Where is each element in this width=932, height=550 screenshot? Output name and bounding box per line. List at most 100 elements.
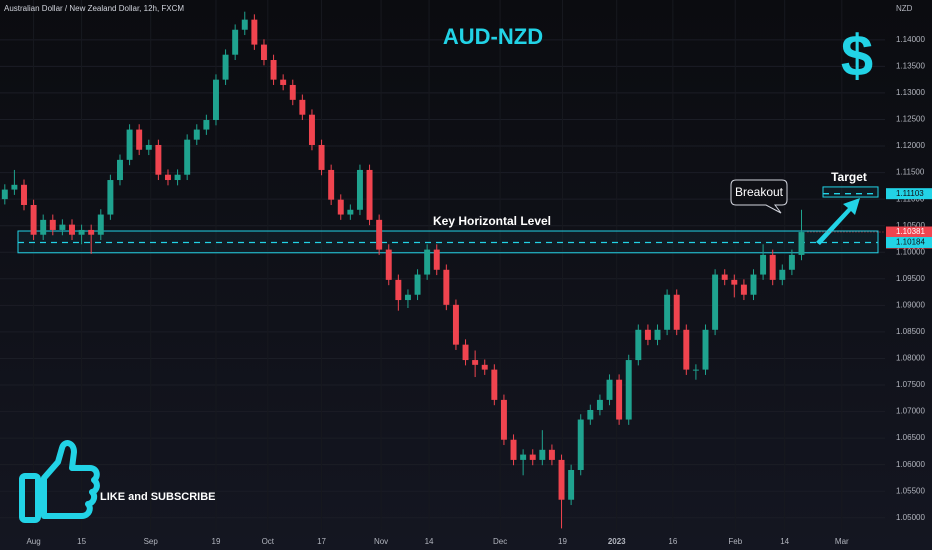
y-tick-label: 1.13000 [896,88,925,97]
x-tick-label: 19 [558,537,567,546]
axis-layer: 1.05000 1.05500 1.06000 1.06500 1.07000 1.075… [26,35,932,546]
candle-body [510,439,517,460]
candle-body [472,360,479,365]
y-tick-label: 1.05500 [896,486,925,495]
candle-body [155,144,162,175]
candle-body [462,344,469,361]
candle-body [376,219,383,250]
x-tick-label: 14 [425,537,434,546]
candle-body [481,364,488,370]
candle-body [356,169,363,210]
candle-body [606,379,613,400]
chart-title: AUD-NZD [443,24,543,49]
candle-body [500,399,507,440]
candle-body [21,184,27,205]
y-tick-label: 1.10500 [896,221,925,230]
candle-body [798,232,805,255]
y-tick-label: 1.13500 [896,61,925,70]
candle-body [395,279,402,301]
x-tick-label: Sep [144,537,159,546]
breakout-callout [730,179,788,214]
candle-body [203,120,210,130]
candle-body [232,29,239,55]
candle-body [760,254,767,275]
candle-body [385,249,392,280]
candle-body [78,229,85,235]
candle-body [280,79,287,85]
y-tick-label: 1.14000 [896,35,925,44]
candle-body [587,409,594,420]
candle-body [568,469,575,500]
candle-body [529,454,536,460]
y-tick-label: 1.07000 [896,407,925,416]
x-tick-label: 15 [77,537,86,546]
y-tick-label: 1.12500 [896,115,925,124]
candle-body [308,114,315,145]
candle-body [126,129,133,160]
candle-body [750,274,757,295]
candle-body [577,419,584,470]
candle-body [165,174,171,181]
thumb-hand [41,440,100,519]
candle-body [404,294,411,301]
candle-body [548,449,555,460]
grid-layer [0,39,885,519]
zone-layer: Key Horizontal Level Target Breakout [17,170,879,254]
candle-body [673,294,680,330]
candle-body [193,129,200,140]
candle-body [117,159,123,181]
candle-body [30,204,37,235]
x-tick-label: 16 [668,537,677,546]
target-zone [822,186,879,198]
key-level-label: Key Horizontal Level [433,214,551,228]
key-level-price-label: 1.10184 [896,238,925,247]
target-arrow [816,198,860,245]
y-tick-label: 1.06000 [896,460,925,469]
candle-body [174,174,181,181]
candle-body [136,129,143,150]
candle-body [616,379,623,420]
candle-body [788,254,795,270]
candle-body [779,269,786,280]
y-axis-label: NZD [896,4,913,13]
candle-body [625,360,632,420]
candle-body [40,219,47,235]
candle-body [558,459,565,500]
y-tick-label: 1.07500 [896,380,925,389]
x-tick-label: Mar [835,537,849,546]
candle-body [452,304,459,345]
candle-body [328,169,335,200]
x-tick-label: Nov [374,537,388,546]
candle-body [251,19,258,45]
candle-body [664,294,671,330]
symbol-label: Australian Dollar / New Zealand Dollar, … [4,4,184,13]
x-tick-label: Dec [493,537,507,546]
candle-body [107,180,114,215]
x-tick-label: 14 [780,537,789,546]
candle-body [337,199,344,215]
candle-body [433,249,440,270]
y-tick-label: 1.09500 [896,274,925,283]
candle-body [1,189,8,200]
candle-body [539,449,546,460]
y-tick-label: 1.11500 [896,168,925,177]
candle-body [289,84,296,100]
candle-body [712,274,719,330]
y-tick-label: 1.08500 [896,327,925,336]
candle-body [299,99,306,115]
candle-body [596,399,603,410]
y-tick-label: 1.10000 [896,247,925,256]
x-tick-label: Feb [728,537,742,546]
candle-body [184,139,191,175]
candle-body [49,219,56,230]
target-label: Target [831,170,867,184]
target-price-badge [886,188,932,200]
candle-layer [1,11,805,529]
candle-body [88,229,95,235]
thumb-cuff [19,473,41,523]
x-tick-label: 19 [212,537,221,546]
candle-body [260,44,267,61]
candle-body [683,329,690,370]
dollar-icon: $ [841,23,873,88]
